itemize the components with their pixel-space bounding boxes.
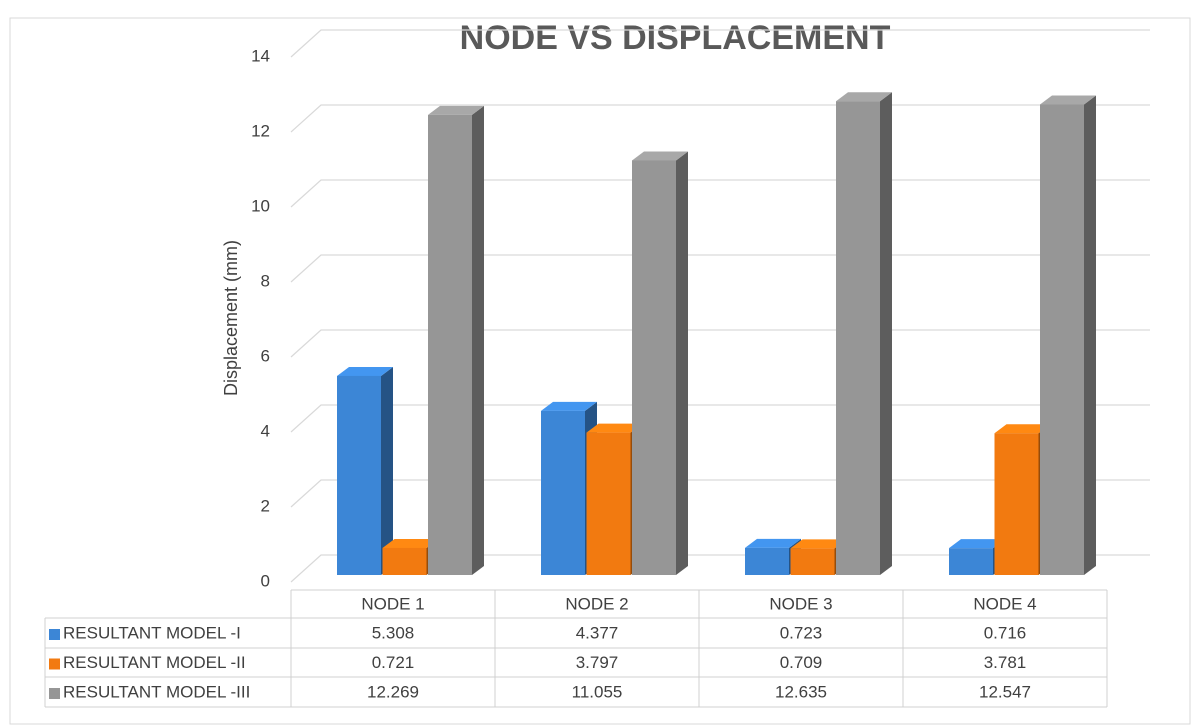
bar [790, 548, 835, 575]
bar-top [994, 424, 1051, 434]
bar [1040, 104, 1084, 576]
table-value: 4.377 [576, 623, 619, 642]
table-value: 5.308 [372, 623, 415, 642]
grid-line [290, 254, 1150, 283]
x-tick-label: NODE 3 [769, 594, 832, 613]
x-tick-label: NODE 4 [973, 594, 1036, 613]
legend-key [49, 688, 60, 699]
bar-top [337, 366, 393, 376]
legend-label: RESULTANT MODEL -II [63, 653, 246, 672]
y-tick-label: 12 [251, 121, 270, 140]
bar-side [880, 92, 892, 575]
bar [382, 547, 427, 575]
table-value: 12.547 [979, 682, 1031, 701]
y-axis-label: Displacement (mm) [221, 240, 241, 396]
grid-line [290, 329, 1150, 358]
bar [994, 433, 1039, 575]
y-tick-label: 2 [261, 496, 270, 515]
bar-side [1084, 95, 1096, 576]
bar-top [428, 105, 484, 115]
bar [428, 114, 472, 575]
legend-key [49, 629, 60, 640]
bar-side [381, 366, 393, 575]
bar [949, 548, 993, 575]
bar [632, 160, 676, 575]
chart-border [9, 17, 1191, 725]
grid-line [290, 104, 1150, 133]
bar-top [949, 539, 1005, 549]
bar [586, 432, 631, 575]
table-value: 12.269 [367, 682, 419, 701]
bar [337, 375, 381, 575]
bar-side [472, 105, 484, 575]
x-tick-label: NODE 1 [361, 594, 424, 613]
table-value: 3.781 [984, 653, 1027, 672]
bar-top [790, 539, 847, 549]
y-tick-label: 4 [261, 421, 270, 440]
y-tick-label: 8 [261, 271, 270, 290]
bar-top [382, 538, 439, 548]
y-tick-label: 14 [251, 46, 270, 65]
table-value: 0.721 [372, 653, 415, 672]
legend-key [49, 658, 60, 670]
bar-top [586, 423, 643, 433]
legend-label: RESULTANT MODEL -I [63, 623, 241, 642]
bar-top [1040, 95, 1096, 105]
y-tick-label: 0 [261, 571, 270, 590]
bar-side [676, 151, 688, 575]
bar-top [745, 538, 801, 548]
bar-top [541, 401, 597, 411]
x-tick-label: NODE 2 [565, 594, 628, 613]
table-value: 0.716 [984, 623, 1027, 642]
grid-line [290, 29, 1150, 58]
table-value: 12.635 [775, 682, 827, 701]
legend-label: RESULTANT MODEL -III [63, 682, 250, 701]
bar [541, 410, 585, 575]
y-tick-label: 6 [261, 346, 270, 365]
grid-line [290, 179, 1150, 208]
table-value: 11.055 [572, 682, 623, 701]
bar [745, 547, 789, 575]
bar-top [836, 92, 892, 102]
bar-top [632, 151, 688, 161]
table-value: 0.723 [780, 623, 823, 642]
table-value: 0.709 [780, 653, 823, 672]
y-tick-label: 10 [251, 196, 270, 215]
bar [836, 101, 880, 575]
chart-title: NODE VS DISPLACEMENT [460, 19, 891, 57]
table-value: 3.797 [576, 653, 619, 672]
